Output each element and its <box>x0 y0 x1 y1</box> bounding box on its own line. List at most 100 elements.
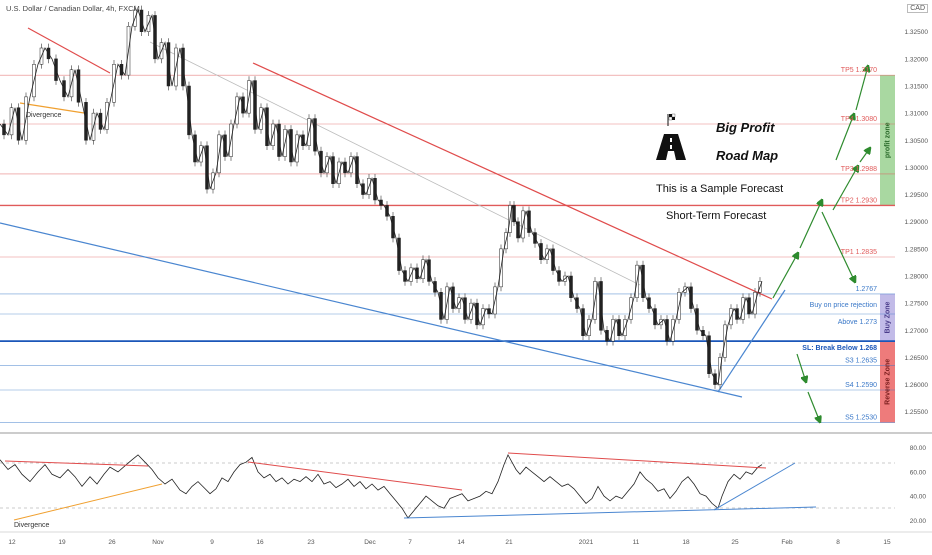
arrow-up-3 <box>832 166 858 211</box>
level-label-sl: SL: Break Below 1.268 <box>802 345 877 352</box>
time-tick-label: 23 <box>307 539 315 546</box>
time-tick-label: 7 <box>408 539 412 546</box>
time-axis: 12 19 26 Nov 9 16 23 Dec 7 14 21 2021 11 18 25 Feb 8 15 <box>8 539 891 546</box>
time-tick-label: Feb <box>781 539 793 546</box>
time-tick-label: 11 <box>633 539 640 546</box>
title-line-1: Big Profit <box>716 120 775 135</box>
time-tick-label: 18 <box>682 539 690 546</box>
price-tick-label: 1.30500 <box>905 138 929 145</box>
trendlines <box>0 27 786 398</box>
price-tick-label: 1.28000 <box>905 274 929 281</box>
level-label-tp4: TP4 1.3080 <box>841 116 877 123</box>
moving-average <box>149 41 641 286</box>
early-resistance-trendline <box>27 27 111 74</box>
arrow-up-6 <box>855 66 868 111</box>
time-tick-label: 15 <box>883 539 891 546</box>
zone-label: Buy Zone <box>884 301 891 333</box>
arrow-down-3 <box>807 391 820 422</box>
currency-badge: CAD <box>907 4 928 13</box>
time-tick-label: 16 <box>256 539 264 546</box>
price-tick-label: 1.29500 <box>905 192 929 199</box>
rsi-support-1 <box>403 506 817 519</box>
price-tick-label: 1.32500 <box>905 29 929 36</box>
arrow-up-5 <box>835 114 854 161</box>
price-tick-label: 1.28500 <box>905 246 929 253</box>
short-support-trendline <box>717 289 786 393</box>
zone-labels: profit zone Buy Zone Reverse Zone <box>884 122 891 405</box>
main-resistance-trendline <box>252 62 773 300</box>
price-tick-label: 1.31500 <box>905 84 929 91</box>
arrow-down-1 <box>821 211 855 282</box>
level-label-s5: S5 1.2530 <box>845 415 877 422</box>
zone-label: profit zone <box>884 122 891 158</box>
rsi-tick-label: 20.00 <box>910 518 927 525</box>
time-tick-label: 21 <box>505 539 513 546</box>
rsi-resistance-1 <box>4 460 149 467</box>
zone-profit-zone <box>880 75 895 206</box>
level-label-s3: S3 1.2635 <box>845 358 877 365</box>
time-tick-label: 26 <box>108 539 116 546</box>
level-labels: TP5 1.3170 TP4 1.3080 TP3 1.2988 TP2 1.2930… <box>802 67 877 421</box>
rsi-tick-label: 40.00 <box>910 494 927 501</box>
level-label-tp1: TP1 1.2835 <box>841 249 877 256</box>
levels <box>0 74 895 423</box>
rsi-divergence-line <box>13 483 163 521</box>
price-tick-label: 1.29000 <box>905 219 929 226</box>
arrow-down-2 <box>796 353 806 382</box>
time-tick-label: 25 <box>731 539 739 546</box>
rsi-pane: Divergence 80.00 60.00 40.00 20.00 <box>0 445 926 529</box>
arrow-up-2 <box>799 200 822 249</box>
symbol-title: U.S. Dollar / Canadian Dollar, 4h, FXCM <box>6 4 140 13</box>
time-tick-label: 9 <box>210 539 214 546</box>
zone-label: Reverse Zone <box>884 359 891 405</box>
title-line-2: Road Map <box>716 148 778 163</box>
level-label-s4: S4 1.2590 <box>845 382 877 389</box>
price-tick-label: 1.30000 <box>905 165 929 172</box>
price-tick-label: 1.26000 <box>905 382 929 389</box>
time-tick-label: 14 <box>457 539 465 546</box>
main-support-trendline <box>0 222 743 398</box>
time-tick-label: 19 <box>58 539 66 546</box>
price-tick-label: 1.27500 <box>905 301 929 308</box>
forecast-arrows <box>772 66 870 422</box>
zone-buy-zone <box>880 293 895 342</box>
rsi-resistance-2 <box>247 461 463 491</box>
price-line <box>0 8 763 386</box>
level-label-above: Above 1.273 <box>838 319 877 326</box>
rsi-support-2 <box>713 462 796 511</box>
price-axis-bg <box>895 0 932 433</box>
divergence-line <box>19 102 85 114</box>
arrow-up-4 <box>859 148 870 163</box>
divergence-label-price: Divergence <box>26 112 62 119</box>
level-label-tp3: TP3 1.2988 <box>841 166 877 173</box>
level-label-buy: Buy on price rejection <box>810 302 877 309</box>
price-tick-label: 1.31000 <box>905 111 929 118</box>
rsi-line <box>0 453 763 519</box>
time-tick-label: 12 <box>8 539 16 546</box>
zones <box>880 75 895 423</box>
time-tick-label: 8 <box>836 539 840 546</box>
price-tick-label: 1.32000 <box>905 56 929 63</box>
divergence-label-rsi: Divergence <box>14 522 50 529</box>
time-tick-label: Nov <box>152 539 164 546</box>
price-tick-label: 1.26500 <box>905 355 929 362</box>
level-label-current: 1.2767 <box>856 286 878 293</box>
rsi-resistance-3 <box>507 452 767 469</box>
level-label-tp5: TP5 1.3170 <box>841 67 877 74</box>
zone-reverse-zone <box>880 341 895 423</box>
short-term-text: Short-Term Forecast <box>666 210 766 222</box>
price-candles <box>2 5 762 389</box>
rsi-tick-label: 80.00 <box>910 445 927 452</box>
rsi-tick-label: 60.00 <box>910 469 927 476</box>
level-label-tp2: TP2 1.2930 <box>841 197 877 204</box>
price-axis: 1.32500 1.32000 1.31500 1.31000 1.30500 1.300… <box>895 0 932 433</box>
road-icon <box>656 134 686 160</box>
price-tick-label: 1.27000 <box>905 328 929 335</box>
checkered-flag-icon <box>667 113 676 126</box>
price-tick-label: 1.25500 <box>905 409 929 416</box>
rsi-axis: 80.00 60.00 40.00 20.00 <box>910 445 927 525</box>
sample-forecast-text: This is a Sample Forecast <box>656 183 783 195</box>
time-tick-label: 2021 <box>579 539 594 546</box>
